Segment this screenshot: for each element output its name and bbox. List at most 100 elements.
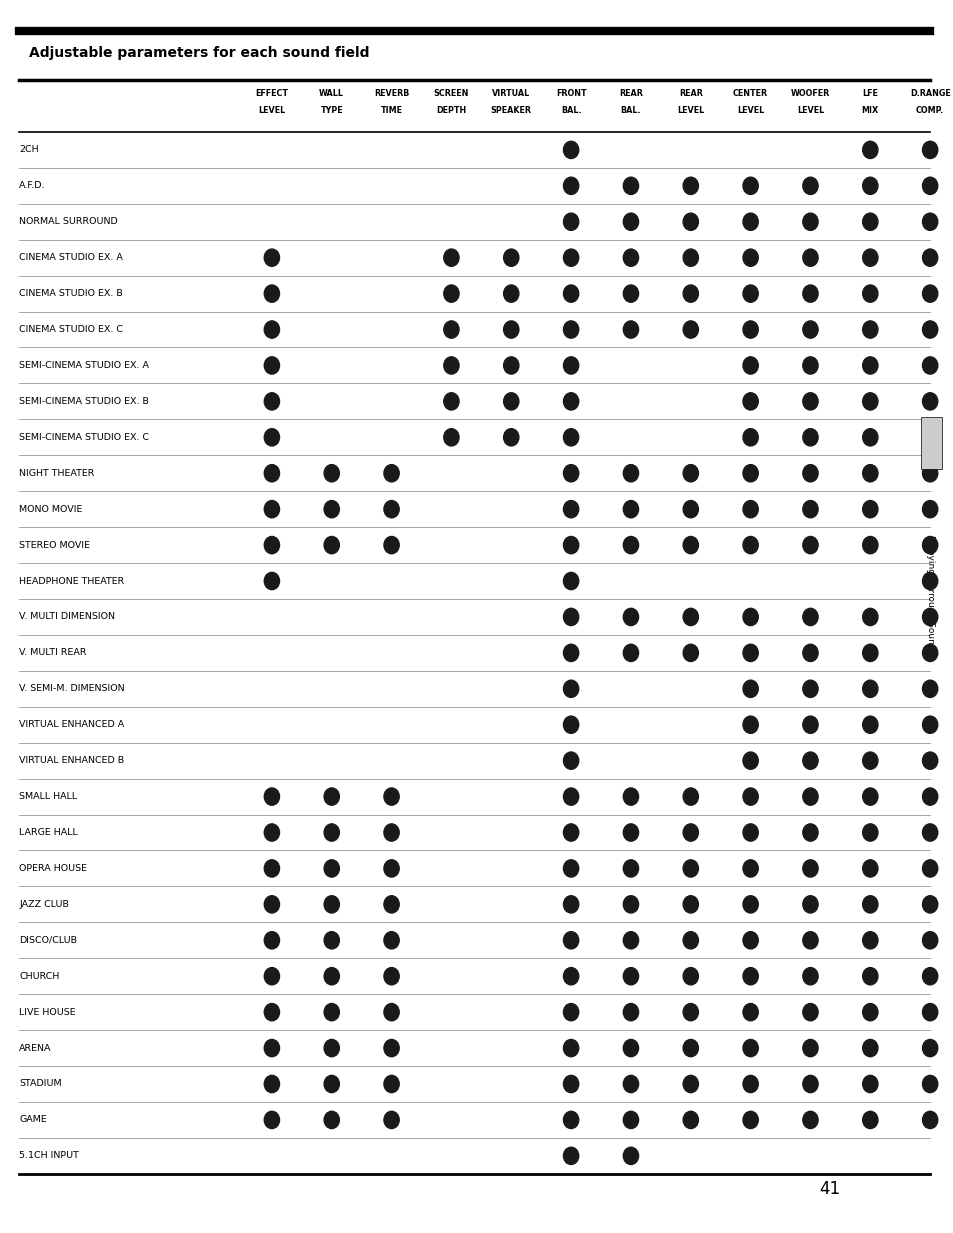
Ellipse shape <box>264 932 279 949</box>
Ellipse shape <box>742 356 758 374</box>
Ellipse shape <box>622 465 638 482</box>
Ellipse shape <box>922 644 937 661</box>
Text: BAL.: BAL. <box>560 106 580 115</box>
Ellipse shape <box>862 788 877 805</box>
Ellipse shape <box>563 178 578 195</box>
Ellipse shape <box>922 1075 937 1092</box>
Ellipse shape <box>802 285 818 302</box>
Text: V. MULTI REAR: V. MULTI REAR <box>19 649 87 657</box>
Text: GAME: GAME <box>19 1116 47 1124</box>
Ellipse shape <box>802 788 818 805</box>
Ellipse shape <box>742 895 758 912</box>
Bar <box>920 417 941 469</box>
Ellipse shape <box>802 465 818 482</box>
Text: NIGHT THEATER: NIGHT THEATER <box>19 469 94 477</box>
Text: SPEAKER: SPEAKER <box>490 106 531 115</box>
Ellipse shape <box>802 1075 818 1092</box>
Text: VIRTUAL ENHANCED B: VIRTUAL ENHANCED B <box>19 756 124 766</box>
Ellipse shape <box>563 321 578 338</box>
Text: LEVEL: LEVEL <box>677 106 703 115</box>
Ellipse shape <box>682 465 698 482</box>
Ellipse shape <box>862 501 877 518</box>
Ellipse shape <box>264 859 279 877</box>
Ellipse shape <box>383 536 398 554</box>
Ellipse shape <box>922 178 937 195</box>
Ellipse shape <box>922 1111 937 1128</box>
Ellipse shape <box>622 788 638 805</box>
Text: MONO MOVIE: MONO MOVIE <box>19 504 82 514</box>
Ellipse shape <box>862 1075 877 1092</box>
Ellipse shape <box>742 249 758 266</box>
Ellipse shape <box>563 608 578 625</box>
Ellipse shape <box>682 321 698 338</box>
Text: COMP.: COMP. <box>915 106 943 115</box>
Ellipse shape <box>264 321 279 338</box>
Ellipse shape <box>682 608 698 625</box>
Ellipse shape <box>862 1111 877 1128</box>
Text: JAZZ CLUB: JAZZ CLUB <box>19 900 69 909</box>
Ellipse shape <box>622 859 638 877</box>
Ellipse shape <box>563 716 578 734</box>
Text: WOOFER: WOOFER <box>790 89 829 97</box>
Text: CINEMA STUDIO EX. B: CINEMA STUDIO EX. B <box>19 289 123 298</box>
Text: STEREO MOVIE: STEREO MOVIE <box>19 540 90 550</box>
Ellipse shape <box>742 321 758 338</box>
Ellipse shape <box>324 895 339 912</box>
Ellipse shape <box>324 932 339 949</box>
Ellipse shape <box>862 1039 877 1057</box>
Text: LARGE HALL: LARGE HALL <box>19 829 78 837</box>
Ellipse shape <box>264 465 279 482</box>
Ellipse shape <box>622 895 638 912</box>
Ellipse shape <box>802 393 818 411</box>
Ellipse shape <box>802 644 818 661</box>
Ellipse shape <box>264 536 279 554</box>
Ellipse shape <box>563 788 578 805</box>
Ellipse shape <box>383 824 398 841</box>
Ellipse shape <box>503 356 518 374</box>
Text: ARENA: ARENA <box>19 1043 51 1053</box>
Text: V. MULTI DIMENSION: V. MULTI DIMENSION <box>19 613 115 621</box>
Ellipse shape <box>682 213 698 231</box>
Ellipse shape <box>802 356 818 374</box>
Ellipse shape <box>802 1039 818 1057</box>
Ellipse shape <box>383 1039 398 1057</box>
Text: VIRTUAL ENHANCED A: VIRTUAL ENHANCED A <box>19 720 124 729</box>
Ellipse shape <box>682 1039 698 1057</box>
Ellipse shape <box>563 536 578 554</box>
Ellipse shape <box>742 716 758 734</box>
Ellipse shape <box>324 1039 339 1057</box>
Ellipse shape <box>802 681 818 698</box>
Ellipse shape <box>622 501 638 518</box>
Ellipse shape <box>742 932 758 949</box>
Ellipse shape <box>563 393 578 411</box>
Ellipse shape <box>443 356 458 374</box>
Ellipse shape <box>742 644 758 661</box>
Ellipse shape <box>324 1075 339 1092</box>
Ellipse shape <box>383 859 398 877</box>
Ellipse shape <box>443 249 458 266</box>
Ellipse shape <box>862 213 877 231</box>
Ellipse shape <box>682 501 698 518</box>
Text: LEVEL: LEVEL <box>737 106 763 115</box>
Text: CINEMA STUDIO EX. C: CINEMA STUDIO EX. C <box>19 326 123 334</box>
Ellipse shape <box>862 752 877 769</box>
Text: MIX: MIX <box>861 106 878 115</box>
Ellipse shape <box>682 178 698 195</box>
Ellipse shape <box>742 608 758 625</box>
Ellipse shape <box>563 824 578 841</box>
Text: SEMI-CINEMA STUDIO EX. C: SEMI-CINEMA STUDIO EX. C <box>19 433 149 441</box>
Ellipse shape <box>264 572 279 589</box>
Text: SEMI-CINEMA STUDIO EX. A: SEMI-CINEMA STUDIO EX. A <box>19 361 149 370</box>
Ellipse shape <box>682 788 698 805</box>
Ellipse shape <box>802 536 818 554</box>
Text: Enjoying Surround Sound: Enjoying Surround Sound <box>924 535 934 649</box>
Ellipse shape <box>682 968 698 985</box>
Ellipse shape <box>742 465 758 482</box>
Ellipse shape <box>862 356 877 374</box>
Ellipse shape <box>922 142 937 159</box>
Ellipse shape <box>563 968 578 985</box>
Ellipse shape <box>922 501 937 518</box>
Ellipse shape <box>383 932 398 949</box>
Ellipse shape <box>383 1004 398 1021</box>
Ellipse shape <box>324 536 339 554</box>
